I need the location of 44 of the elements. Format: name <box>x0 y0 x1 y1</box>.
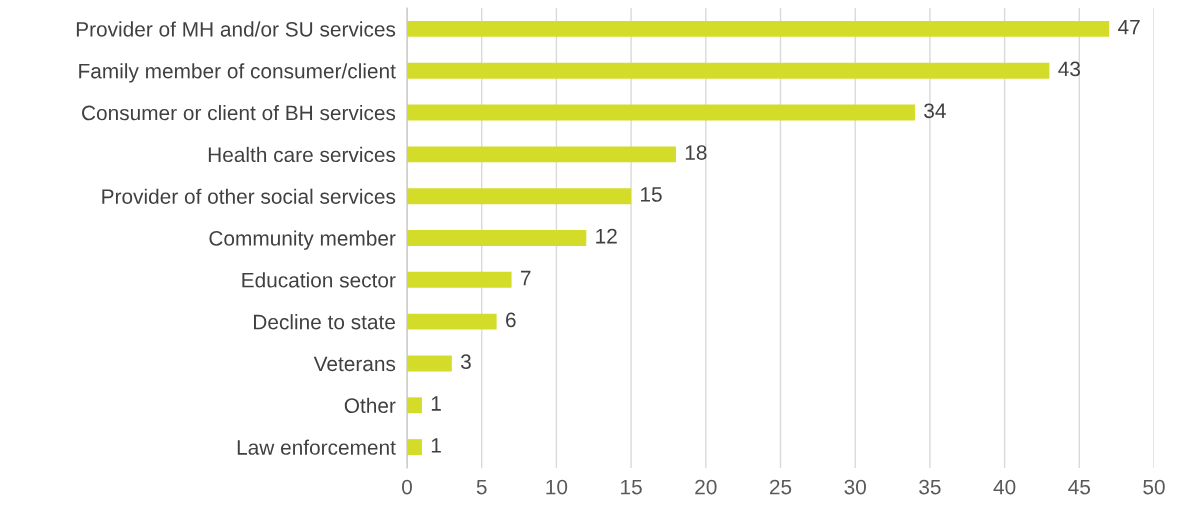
x-tick-label: 50 <box>1143 479 1165 495</box>
data-label: 47 <box>1117 19 1140 35</box>
bar <box>407 271 512 288</box>
y-tick-label: Education sector <box>242 272 396 288</box>
data-label: 3 <box>460 354 471 370</box>
y-tick-label: Health care services <box>208 146 396 163</box>
data-label: 6 <box>506 312 516 328</box>
data-label: 15 <box>641 187 662 202</box>
bar <box>407 188 632 205</box>
bar <box>407 62 1050 79</box>
bar <box>407 146 676 163</box>
data-label: 43 <box>1058 61 1081 77</box>
data-label: 1 <box>431 438 441 453</box>
bar <box>407 104 915 121</box>
x-tick-label: 5 <box>476 479 487 495</box>
data-label: 18 <box>685 145 707 160</box>
x-tick-label: 40 <box>993 479 1016 495</box>
x-tick-label: 15 <box>621 479 642 495</box>
y-tick-label: Provider of other social services <box>102 188 396 204</box>
x-tick-label: 20 <box>695 479 717 495</box>
y-tick-label: Other <box>344 397 396 414</box>
bar <box>407 20 1110 37</box>
x-tick-label: 25 <box>769 479 792 495</box>
data-label: 34 <box>924 103 946 119</box>
y-tick-label: Community member <box>209 230 396 250</box>
x-tick-label: 45 <box>1068 479 1091 495</box>
y-tick-label: Consumer or client of BH services <box>82 105 396 121</box>
x-tick-label: 10 <box>546 479 568 495</box>
y-tick-label: Law enforcement <box>237 439 396 455</box>
y-tick-label: Decline to state <box>254 314 395 330</box>
bar <box>407 230 587 246</box>
bar <box>407 355 452 372</box>
x-tick-label: 35 <box>919 479 941 495</box>
x-tick-label: 0 <box>402 479 412 495</box>
y-tick-label: Family member of consumer/client <box>79 63 396 83</box>
data-label: 7 <box>520 270 531 286</box>
y-tick-label: Veterans <box>313 356 396 372</box>
bar <box>407 397 422 414</box>
data-label: 12 <box>596 228 617 244</box>
bar <box>407 439 422 456</box>
data-label: 1 <box>431 396 441 411</box>
x-tick-label: 30 <box>844 479 866 495</box>
bar <box>407 313 497 330</box>
y-tick-label: Provider of MH and/or SU services <box>76 21 396 37</box>
